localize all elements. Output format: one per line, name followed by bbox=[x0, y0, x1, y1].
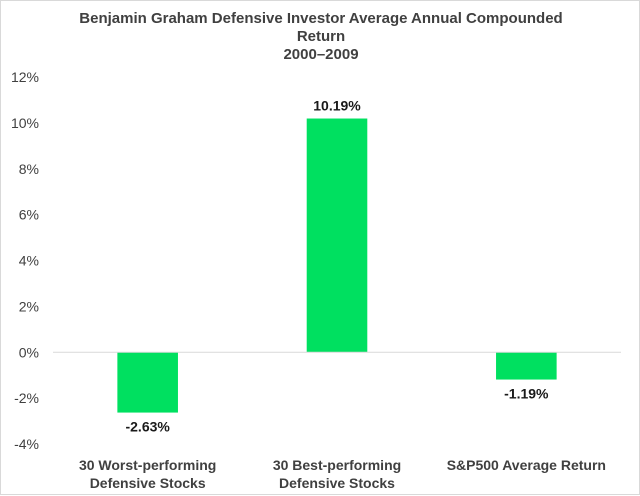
chart-title-line-2: Return bbox=[297, 28, 345, 45]
data-labels: -2.63% 10.19% -1.19% bbox=[125, 98, 549, 435]
y-tick-label: -4% bbox=[14, 436, 39, 452]
bar-data-label: 10.19% bbox=[313, 98, 361, 114]
y-tick-label: 2% bbox=[19, 298, 39, 314]
bar bbox=[496, 352, 557, 380]
bar bbox=[306, 118, 368, 353]
bar-series bbox=[117, 118, 557, 413]
category-label: Defensive Stocks bbox=[90, 475, 206, 491]
y-tick-label: 4% bbox=[19, 253, 39, 269]
category-label: 30 Best-performing bbox=[273, 457, 401, 473]
y-tick-label: -2% bbox=[14, 390, 39, 406]
category-label: 30 Worst-performing bbox=[79, 457, 216, 473]
y-tick-label: 10% bbox=[11, 115, 39, 131]
y-tick-label: 0% bbox=[19, 344, 39, 360]
bar bbox=[117, 352, 178, 413]
y-tick-label: 8% bbox=[19, 161, 39, 177]
chart-title-line-3: 2000–2009 bbox=[283, 46, 358, 63]
category-label: Defensive Stocks bbox=[279, 475, 395, 491]
chart-title: Benjamin Graham Defensive Investor Avera… bbox=[79, 10, 562, 63]
y-axis-tick-labels: 12% 10% 8% 6% 4% 2% 0% -2% -4% bbox=[11, 69, 39, 452]
category-axis-labels: 30 Worst-performing Defensive Stocks 30 Be… bbox=[79, 457, 606, 491]
bar-data-label: -2.63% bbox=[125, 419, 170, 435]
category-label: S&P500 Average Return bbox=[447, 457, 606, 473]
y-tick-label: 12% bbox=[11, 69, 39, 85]
bar-data-label: -1.19% bbox=[504, 386, 549, 402]
chart-title-line-1: Benjamin Graham Defensive Investor Avera… bbox=[79, 10, 562, 27]
y-tick-label: 6% bbox=[19, 207, 39, 223]
